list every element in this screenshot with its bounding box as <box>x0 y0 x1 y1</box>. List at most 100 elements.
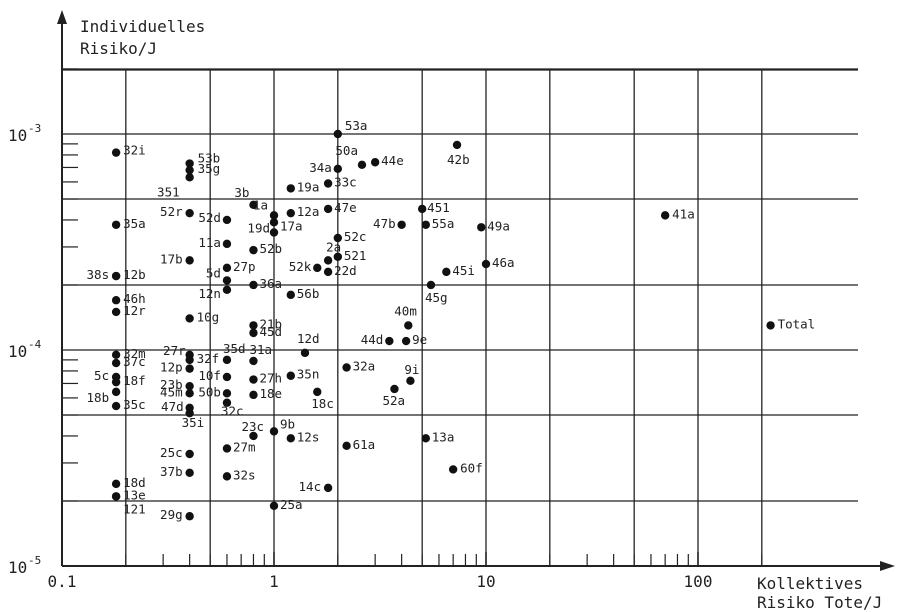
data-point-11a: 11a <box>198 235 232 250</box>
data-point-18b: 18b <box>87 387 121 405</box>
data-point-52b: 52b <box>249 241 282 256</box>
point-marker <box>111 307 121 317</box>
point-marker <box>185 355 194 365</box>
data-point-35a: 35a <box>111 216 146 231</box>
data-point-32a: 32a <box>342 358 375 373</box>
data-point-9i: 9i <box>404 362 419 386</box>
point-marker <box>249 245 258 255</box>
point-label: 9e <box>412 332 427 347</box>
point-marker <box>185 512 194 521</box>
data-point-45i: 45i <box>442 263 475 278</box>
point-marker <box>357 160 367 170</box>
point-label: 10f <box>198 368 221 383</box>
data-point-12p: 12p <box>160 360 194 375</box>
point-marker <box>300 348 310 358</box>
data-point-19a: 19a <box>286 179 319 194</box>
point-label: 23b <box>160 377 183 392</box>
point-marker <box>222 389 232 398</box>
point-marker <box>185 208 194 218</box>
x-tick-label: 1 <box>269 572 279 591</box>
data-point-9e: 9e <box>401 332 427 347</box>
point-marker <box>249 356 258 366</box>
data-point-521: 521 <box>333 248 366 263</box>
point-label: 11a <box>198 235 221 250</box>
point-marker <box>111 148 121 157</box>
data-point-451: 451 <box>417 200 450 215</box>
point-marker <box>111 271 121 281</box>
data-point-52r: 52r <box>160 204 194 219</box>
point-marker <box>222 372 232 382</box>
point-label: 351 <box>157 184 180 199</box>
point-marker <box>222 263 232 273</box>
data-point-18c: 18c <box>311 387 334 411</box>
point-marker <box>286 184 295 193</box>
point-label: 18f <box>123 373 146 388</box>
x-tick-labels: 0.1 1 10 100 <box>48 572 713 591</box>
point-label: 35d <box>223 341 246 356</box>
point-label: 12b <box>123 267 146 282</box>
point-label: 32m <box>123 346 146 361</box>
point-label: 5d <box>206 265 221 280</box>
data-point-45g: 45g <box>425 280 448 305</box>
point-marker <box>185 256 194 265</box>
point-marker <box>222 444 232 453</box>
y-tick-label-exponent: -3 <box>28 122 41 135</box>
data-point-42b: 42b <box>447 140 470 167</box>
point-label: 12s <box>297 429 320 444</box>
point-label: 61a <box>353 437 376 452</box>
point-label: 13a <box>432 429 455 444</box>
point-marker <box>269 228 279 237</box>
point-marker <box>222 276 232 285</box>
data-point-44d: 44d <box>361 332 394 347</box>
data-point-12r: 12r <box>111 303 146 318</box>
data-point-35d: 35d <box>222 341 246 365</box>
point-label: 21b <box>259 316 282 331</box>
point-marker <box>323 204 333 214</box>
point-marker <box>421 434 430 443</box>
y-tick-labels: 10-310-410-5 <box>8 122 42 577</box>
data-point-12n: 12n <box>198 285 232 301</box>
data-point-17a: 17a <box>269 218 303 233</box>
y-axis-arrowhead <box>57 10 67 24</box>
data-point-13a: 13a <box>421 429 455 444</box>
point-label: 29g <box>160 507 183 522</box>
data-point-36a: 36a <box>249 276 282 291</box>
data-point-351: 351 <box>157 173 194 199</box>
point-label: 40m <box>394 303 417 318</box>
point-label: 34a <box>309 160 332 175</box>
point-label: 56b <box>297 286 320 301</box>
point-marker <box>323 483 333 493</box>
y-tick-label-exponent: -5 <box>28 554 41 567</box>
point-marker <box>111 350 121 360</box>
point-marker <box>323 179 333 188</box>
point-label: 25a <box>280 497 303 512</box>
point-marker <box>766 321 775 330</box>
point-marker <box>185 165 194 175</box>
point-label: 17b <box>160 251 183 266</box>
data-point-47e: 47e <box>323 200 357 215</box>
point-label: 25c <box>160 445 183 460</box>
data-point-47b: 47b <box>373 216 406 231</box>
point-label: 27h <box>259 371 282 386</box>
data-point-12d: 12d <box>297 331 320 358</box>
x-axis-title-line2: Risiko Tote/J <box>757 593 882 612</box>
data-point-27m: 27m <box>222 439 256 454</box>
point-label: 46a <box>492 255 515 270</box>
point-marker <box>249 431 258 441</box>
data-point-21b: 21b <box>249 316 282 331</box>
point-label: 37c <box>123 354 146 369</box>
data-point-37b: 37b <box>160 464 194 479</box>
data-point-34a: 34a <box>309 160 343 175</box>
point-marker <box>222 215 232 225</box>
point-label: 45i <box>452 263 475 278</box>
point-label: 12d <box>297 331 320 346</box>
data-point-49a: 49a <box>477 218 510 233</box>
point-marker <box>313 387 322 397</box>
point-label: 12n <box>198 286 221 301</box>
point-marker <box>185 381 194 391</box>
point-label: 12a <box>297 204 320 219</box>
data-point-32c: 32c <box>221 398 244 419</box>
point-label: 44d <box>361 332 384 347</box>
point-label: 50b <box>198 384 221 399</box>
point-marker <box>452 140 462 150</box>
